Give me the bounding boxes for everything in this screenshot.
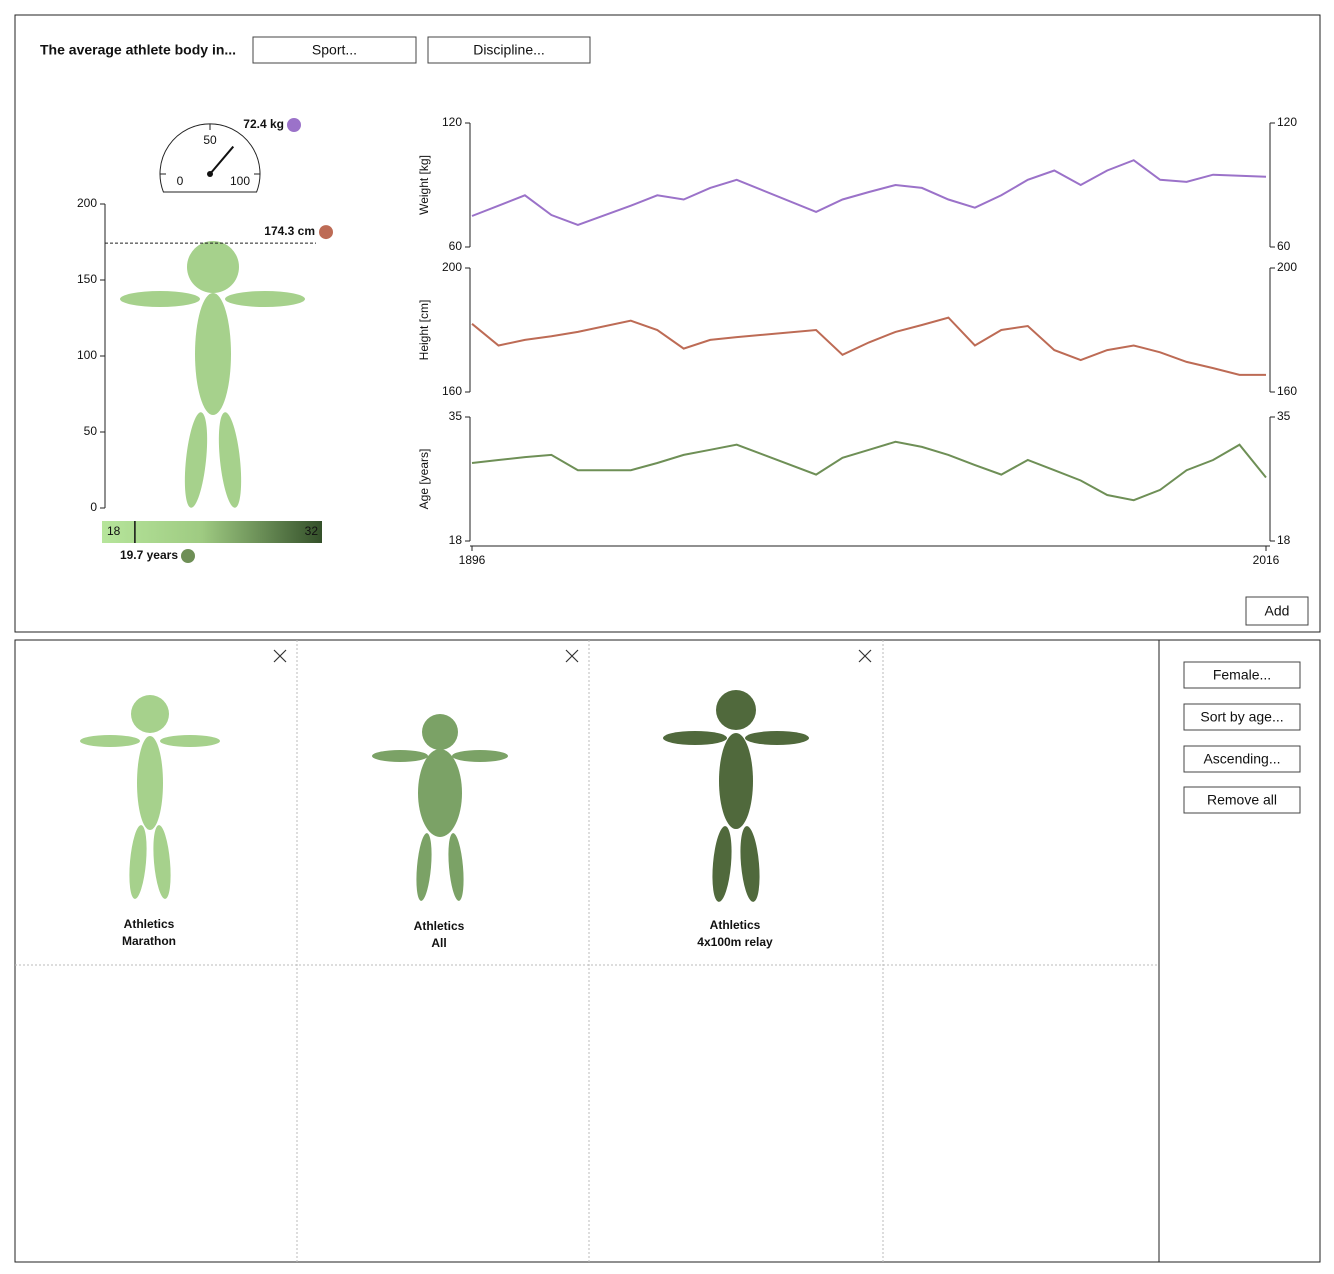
y-tick-label: 60 [449, 239, 463, 253]
control-button[interactable] [1183, 661, 1301, 689]
top-panel [14, 14, 1321, 633]
gauge-tick-label: 0 [177, 174, 184, 188]
card-figure-arm [80, 735, 140, 747]
y-tick-label: 18 [449, 533, 463, 547]
control-button-label[interactable]: Female... [1213, 667, 1271, 683]
data-line [471, 159, 1267, 226]
add-button[interactable] [1245, 596, 1309, 626]
gauge-tick-label: 100 [230, 174, 250, 188]
y-tick-label: 35 [449, 409, 463, 423]
close-button[interactable] [273, 649, 287, 663]
card-discipline: All [431, 936, 446, 950]
y-tick-label: 200 [442, 260, 462, 274]
card-figure-head [422, 714, 458, 750]
control-button[interactable] [1183, 786, 1301, 814]
y-tick-label: 150 [77, 272, 97, 286]
height-dot [319, 225, 333, 240]
card-figure-head [716, 690, 756, 730]
control-button-label[interactable]: Remove all [1207, 792, 1277, 808]
age-dot [181, 549, 195, 563]
age-color-bar [102, 521, 322, 543]
card-figure-arm [745, 731, 809, 745]
dropdown-button-label[interactable]: Sport... [312, 42, 357, 58]
card-figure-torso [418, 749, 462, 837]
dropdown-button-label[interactable]: Discipline... [473, 42, 545, 58]
card-figure-torso [719, 733, 753, 829]
gauge-dial [159, 123, 261, 193]
close-button[interactable] [565, 649, 579, 663]
control-button[interactable] [1183, 703, 1301, 731]
gauge-needle [209, 145, 235, 175]
add-button-label[interactable]: Add [1265, 603, 1290, 619]
y-tick-label: 50 [84, 424, 98, 438]
y2-tick-label: 35 [1277, 409, 1291, 423]
gauge-tick-label: 50 [203, 133, 217, 147]
close-button[interactable] [858, 649, 872, 663]
card-figure-leg [416, 833, 432, 901]
y-tick-label: 160 [442, 384, 462, 398]
weight-label: 72.4 kg [243, 117, 284, 131]
card-figure-leg [129, 825, 147, 899]
header-title: The average athlete body in... [40, 42, 236, 58]
y2-tick-label: 60 [1277, 239, 1291, 253]
card-discipline: Marathon [122, 934, 176, 948]
y2-tick-label: 120 [1277, 115, 1297, 129]
card-sport: Athletics [124, 917, 175, 931]
card-figure-arm [663, 731, 727, 745]
figure-arm [120, 291, 200, 307]
y-tick-label: 0 [90, 500, 97, 514]
body-figure [120, 241, 305, 508]
card-figure-leg [712, 826, 732, 902]
dropdown-button[interactable] [252, 36, 417, 64]
card-figure-leg [740, 826, 760, 902]
card-figure-arm [160, 735, 220, 747]
age-label: 19.7 years [120, 548, 178, 562]
y-tick-label: 100 [77, 348, 97, 362]
x-tick-label: 2016 [1253, 553, 1280, 567]
card-figure-head [131, 695, 169, 733]
card-sport: Athletics [710, 918, 761, 932]
control-button[interactable] [1183, 745, 1301, 773]
height-label: 174.3 cm [264, 224, 315, 238]
weight-dot [287, 118, 301, 132]
data-line [471, 440, 1267, 502]
y-axis-label: Height [cm] [417, 300, 431, 361]
age-range-label: 18 [107, 524, 121, 538]
figure-head [187, 241, 239, 293]
figure-leg [184, 412, 208, 508]
y2-tick-label: 160 [1277, 384, 1297, 398]
card-sport: Athletics [414, 919, 465, 933]
data-line [471, 316, 1266, 376]
y-tick-label: 120 [442, 115, 462, 129]
figure-leg [218, 412, 242, 508]
bottom-panel [14, 639, 1321, 1263]
age-range-label: 32 [305, 524, 319, 538]
control-button-label[interactable]: Ascending... [1203, 751, 1280, 767]
y-axis-label: Age [years] [417, 449, 431, 510]
figure-arm [225, 291, 305, 307]
gauge-pivot [207, 171, 213, 177]
card-figure-arm [452, 750, 508, 762]
card-figure-leg [153, 825, 171, 899]
figure-torso [195, 293, 231, 415]
y2-tick-label: 18 [1277, 533, 1291, 547]
y2-tick-label: 200 [1277, 260, 1297, 274]
dropdown-button[interactable] [427, 36, 591, 64]
card-figure-leg [448, 833, 464, 901]
control-button-label[interactable]: Sort by age... [1200, 709, 1283, 725]
card-figure-arm [372, 750, 428, 762]
y-axis-label: Weight [kg] [417, 155, 431, 215]
card-figure-torso [137, 736, 163, 830]
y-tick-label: 200 [77, 196, 97, 210]
card-discipline: 4x100m relay [697, 935, 773, 949]
x-tick-label: 1896 [459, 553, 486, 567]
